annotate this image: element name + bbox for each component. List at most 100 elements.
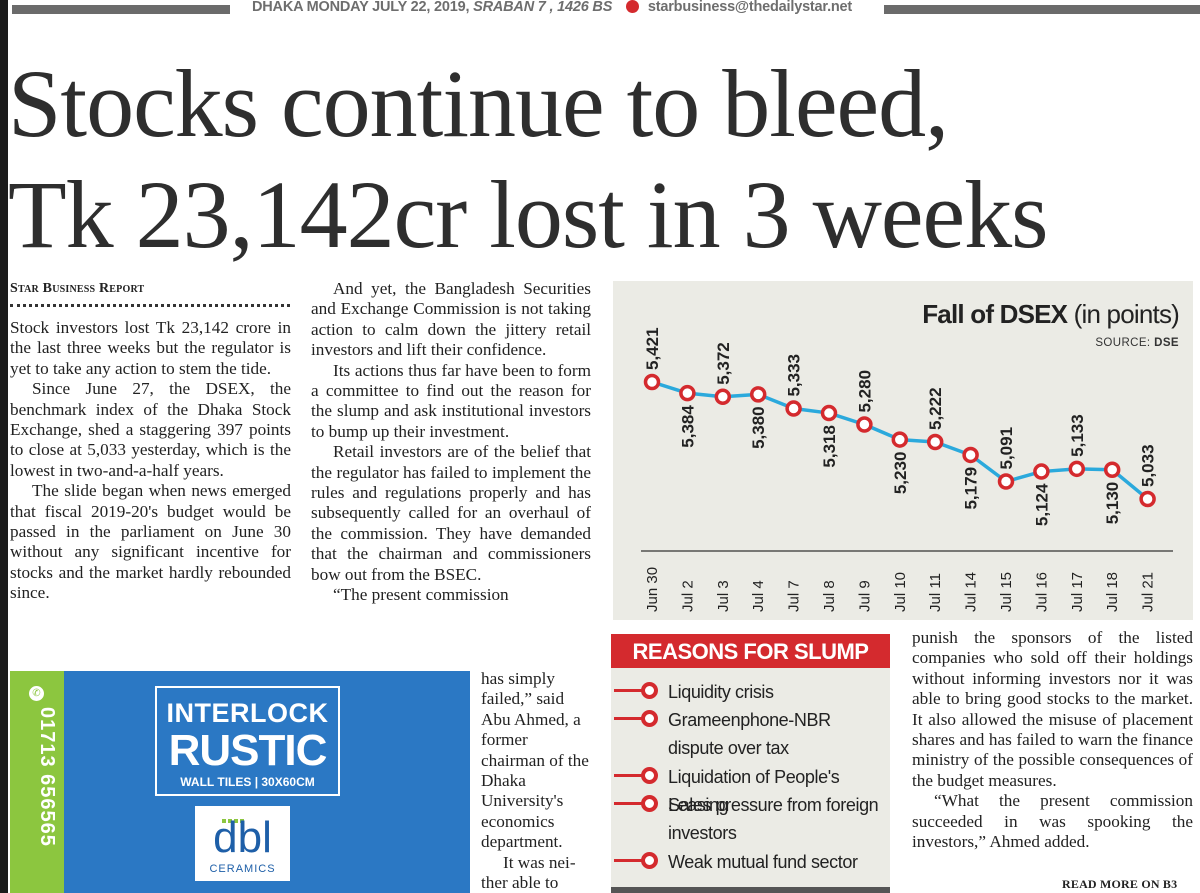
reason-text: Sales pressure from foreign investors <box>668 795 879 843</box>
bullet-circle-icon <box>641 682 658 699</box>
masthead-bar-left <box>12 5 230 14</box>
data-point <box>997 473 1015 490</box>
bullet-circle-icon <box>641 710 658 727</box>
ad-title-box: INTERLOCK RUSTIC WALL TILES | 30X60CM <box>155 686 340 796</box>
bullet-line <box>614 802 646 805</box>
data-point <box>820 404 838 422</box>
data-label: 5,179 <box>962 467 981 510</box>
data-label: 5,222 <box>926 387 945 430</box>
paragraph: The slide began when news emerged that f… <box>10 481 291 603</box>
dateline: DHAKA MONDAY JULY 22, 2019, <box>252 0 470 15</box>
x-tick-label: Jul 21 <box>1140 572 1157 612</box>
data-label: 5,384 <box>678 405 697 448</box>
bullet-line <box>614 774 646 777</box>
paragraph: Since June 27, the DSEX, the benchmark i… <box>10 379 291 480</box>
chart-source-label: SOURCE: <box>1095 337 1151 349</box>
reasons-title: REASONS FOR SLUMP <box>611 634 890 668</box>
ad-phone-number: 01713 656565 <box>36 707 58 847</box>
headline-line-2: Tk 23,142cr lost in 3 weeks <box>8 161 1048 268</box>
reason-text: Liquidation of People's Leasing <box>668 767 840 815</box>
masthead-bar-right <box>884 5 1200 14</box>
x-tick-label: Jul 18 <box>1104 572 1121 612</box>
phone-icon: ✆ <box>29 686 44 701</box>
paragraph: Retail investors are of the belief that … <box>311 442 591 584</box>
data-point <box>1033 463 1050 480</box>
read-more-link[interactable]: READ MORE ON B3 <box>1062 877 1178 891</box>
reason-text: Grameenphone-NBR dispute over tax <box>668 710 831 758</box>
data-label: 5,124 <box>1032 483 1051 526</box>
x-tick-label: Jul 4 <box>750 580 767 612</box>
x-tick-label: Jul 7 <box>786 580 803 612</box>
ad-phone-strip: ✆ 01713 656565 <box>10 671 64 893</box>
x-tick-label: Jul 14 <box>963 572 980 612</box>
paragraph: And yet, the Bangladesh Securities and E… <box>311 279 591 360</box>
x-tick-label: Jul 16 <box>1033 572 1050 612</box>
paragraph: Its actions thus far have been to form a… <box>311 360 591 441</box>
data-label: 5,133 <box>1068 414 1087 457</box>
data-point <box>962 446 979 464</box>
chart-title: Fall of DSEX (in points) <box>922 299 1180 330</box>
x-tick-label: Jul 11 <box>927 573 944 612</box>
data-point <box>643 373 661 391</box>
data-label: 5,318 <box>820 425 839 468</box>
data-label: 5,280 <box>855 370 874 413</box>
email: starbusiness@thedailystar.net <box>647 0 853 15</box>
masthead-text: DHAKA MONDAY JULY 22, 2019, SRABAN 7 , 1… <box>252 0 852 15</box>
logo-mark: dbl <box>213 813 272 862</box>
paragraph: punish the sponsors of the listed compan… <box>912 628 1193 790</box>
data-label: 5,130 <box>1103 482 1122 525</box>
advertisement[interactable]: ✆ 01713 656565 INTERLOCK RUSTIC WALL TIL… <box>10 671 470 893</box>
headline-line-1: Stocks continue to bleed, <box>8 50 949 157</box>
chart-title-unit: (in points) <box>1073 299 1180 329</box>
bullet-line <box>614 689 646 692</box>
x-tick-label: Jul 15 <box>998 572 1015 612</box>
paragraph: “The present commission <box>333 585 509 605</box>
ad-title-1: INTERLOCK <box>166 698 329 728</box>
data-label: 5,333 <box>785 354 804 397</box>
x-tick-label: Jul 8 <box>821 580 838 612</box>
data-label: 5,372 <box>714 342 733 385</box>
data-point <box>891 431 909 448</box>
x-tick-label: Jul 3 <box>715 580 732 612</box>
logo-squares-icon <box>221 811 261 823</box>
red-dot-icon <box>626 0 640 13</box>
data-label: 5,230 <box>891 452 910 495</box>
bullet-circle-icon <box>641 767 658 784</box>
chart-plot: 5,421 Jun 30 5,384 Jul 2 5,372 Jul 3 5,380 Jul … <box>641 327 1173 612</box>
article-column-3: punish the sponsors of the listed compan… <box>912 628 1193 852</box>
x-tick-label: Jul 9 <box>856 580 873 612</box>
data-point <box>714 388 732 406</box>
ad-title-2: RUSTIC <box>168 726 328 775</box>
data-point <box>1068 460 1086 478</box>
data-label: 5,380 <box>749 406 768 449</box>
data-label: 5,421 <box>643 327 662 370</box>
chart-source-value: DSE <box>1154 337 1179 349</box>
data-point <box>926 433 944 451</box>
ad-title-3: WALL TILES | 30X60CM <box>157 775 338 789</box>
reasons-box: REASONS FOR SLUMP Liquidity crisis Grame… <box>611 634 890 893</box>
reasons-bottom-bar <box>611 887 890 893</box>
x-tick-label: Jul 17 <box>1069 572 1086 612</box>
chart-source: SOURCE: DSE <box>1095 337 1179 349</box>
bangla-date: SRABAN 7 , 1426 BS <box>473 0 613 15</box>
paragraph: Stock investors lost Tk 23,142 crore in … <box>10 318 291 378</box>
data-point <box>856 416 873 433</box>
logo-subtitle: CERAMICS <box>209 863 276 875</box>
paragraph: It was nei-ther able to <box>481 852 576 893</box>
bullet-circle-icon <box>641 852 658 869</box>
bullet-circle-icon <box>641 795 658 812</box>
article-column-2-continued: has simply failed,” said Abu Ahmed, a fo… <box>481 669 591 893</box>
x-tick-label: Jun 30 <box>644 567 661 612</box>
data-point <box>679 384 696 402</box>
bullet-line <box>614 717 646 720</box>
paragraph: has simply failed,” said Abu Ahmed, a fo… <box>481 669 589 852</box>
reason-text: Liquidity crisis <box>668 682 774 702</box>
data-point <box>785 400 802 417</box>
paragraph: “What the present commission succeeded i… <box>912 791 1193 852</box>
chart-title-main: Fall of DSEX <box>922 299 1068 329</box>
article-column-2: And yet, the Bangladesh Securities and E… <box>311 279 591 606</box>
data-point <box>749 386 767 403</box>
article-column-1: Stock investors lost Tk 23,142 crore in … <box>10 318 291 604</box>
byline: Star Business Report <box>10 281 145 296</box>
dsex-chart: 5,421 Jun 30 5,384 Jul 2 5,372 Jul 3 5,380 Jul … <box>613 281 1193 620</box>
